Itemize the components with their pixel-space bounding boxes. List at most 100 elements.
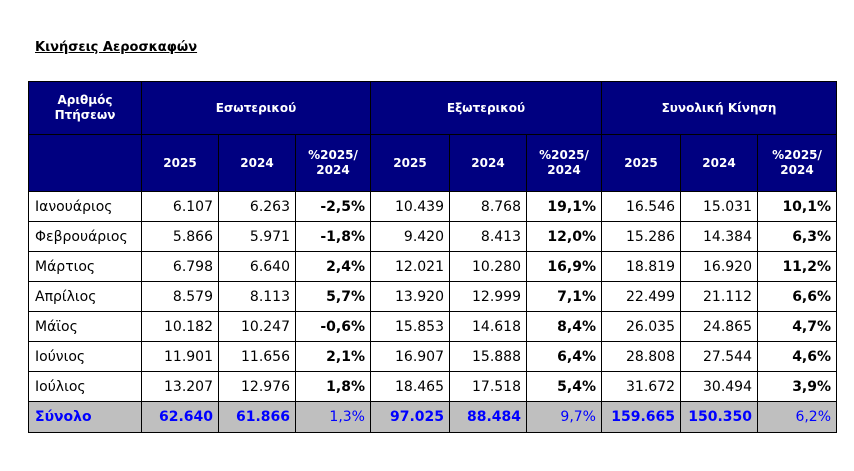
- cell-dom-pct: -1,8%: [295, 221, 371, 252]
- cell-int-2024: 12.999: [449, 281, 527, 312]
- month-cell: Μάρτιος: [28, 251, 142, 282]
- group-header-international: Εξωτερικού: [370, 81, 602, 135]
- total-cell-int-2025: 97.025: [370, 401, 450, 433]
- table-row: Ιανουάριος 6.107 6.263 -2,5% 10.439 8.768 19,1…: [28, 191, 838, 222]
- cell-int-2025: 9.420: [370, 221, 450, 252]
- table-row: Φεβρουάριος 5.866 5.971 -1,8% 9.420 8.413 12,0…: [28, 221, 838, 252]
- cell-int-pct: 8,4%: [526, 311, 602, 342]
- cell-tot-2024: 16.920: [680, 251, 758, 282]
- cell-tot-pct: 4,7%: [756, 311, 838, 342]
- cell-tot-2024: 30.494: [680, 371, 758, 402]
- table-row: Απρίλιος 8.579 8.113 5,7% 13.920 12.999 7,1% 22…: [28, 281, 838, 312]
- total-cell-dom-2024: 61.866: [218, 401, 296, 433]
- cell-tot-pct: 4,6%: [756, 341, 838, 372]
- column-header-pct: %2025/ 2024: [756, 134, 838, 192]
- cell-int-2025: 13.920: [370, 281, 450, 312]
- group-header-total: Συνολική Κίνηση: [600, 81, 838, 135]
- total-cell-tot-pct: 6,2%: [756, 401, 838, 433]
- cell-dom-2025: 13.207: [141, 371, 219, 402]
- cell-dom-2024: 6.640: [218, 251, 296, 282]
- cell-int-2025: 10.439: [370, 191, 450, 222]
- month-cell: Απρίλιος: [28, 281, 142, 312]
- header-row-columns: 2025 2024 %2025/ 2024 2025 2024 %2025/ 2…: [28, 134, 838, 192]
- total-cell-int-2024: 88.484: [449, 401, 527, 433]
- cell-int-2024: 8.413: [449, 221, 527, 252]
- flights-table: Αριθμός Πτήσεων Εσωτερικού Εξωτερικού Συ…: [28, 81, 838, 433]
- cell-dom-2025: 8.579: [141, 281, 219, 312]
- page-title: Κινήσεις Αεροσκαφών: [35, 40, 198, 55]
- cell-tot-2024: 21.112: [680, 281, 758, 312]
- cell-dom-2024: 6.263: [218, 191, 296, 222]
- total-cell-int-pct: 9,7%: [526, 401, 602, 433]
- cell-int-2024: 10.280: [449, 251, 527, 282]
- cell-tot-pct: 6,3%: [756, 221, 838, 252]
- cell-int-2024: 17.518: [449, 371, 527, 402]
- cell-tot-pct: 10,1%: [756, 191, 838, 222]
- cell-tot-pct: 3,9%: [756, 371, 838, 402]
- cell-dom-pct: 5,7%: [295, 281, 371, 312]
- cell-int-pct: 5,4%: [526, 371, 602, 402]
- month-cell: Ιούλιος: [28, 371, 142, 402]
- cell-tot-2024: 15.031: [680, 191, 758, 222]
- cell-dom-2025: 11.901: [141, 341, 219, 372]
- cell-dom-pct: 1,8%: [295, 371, 371, 402]
- table-row: Ιούνιος 11.901 11.656 2,1% 16.907 15.888 6,4% 2…: [28, 341, 838, 372]
- table-row: Ιούλιος 13.207 12.976 1,8% 18.465 17.518 5,4% 3…: [28, 371, 838, 402]
- month-cell: Φεβρουάριος: [28, 221, 142, 252]
- cell-tot-2025: 28.808: [601, 341, 681, 372]
- cell-dom-pct: 2,4%: [295, 251, 371, 282]
- column-header-2024: 2024: [680, 134, 758, 192]
- cell-tot-2025: 16.546: [601, 191, 681, 222]
- header-row-groups: Αριθμός Πτήσεων Εσωτερικού Εξωτερικού Συ…: [28, 81, 838, 135]
- cell-dom-2024: 11.656: [218, 341, 296, 372]
- column-header-2024: 2024: [218, 134, 296, 192]
- cell-dom-2024: 8.113: [218, 281, 296, 312]
- cell-int-2025: 12.021: [370, 251, 450, 282]
- cell-tot-2025: 26.035: [601, 311, 681, 342]
- cell-int-2025: 18.465: [370, 371, 450, 402]
- column-header-2024: 2024: [449, 134, 527, 192]
- cell-dom-2025: 10.182: [141, 311, 219, 342]
- cell-tot-2024: 24.865: [680, 311, 758, 342]
- cell-tot-2024: 27.544: [680, 341, 758, 372]
- cell-int-pct: 12,0%: [526, 221, 602, 252]
- cell-int-2024: 15.888: [449, 341, 527, 372]
- total-cell-dom-pct: 1,3%: [295, 401, 371, 433]
- empty-header-cell: [28, 134, 142, 192]
- cell-tot-2025: 31.672: [601, 371, 681, 402]
- table-body: Ιανουάριος 6.107 6.263 -2,5% 10.439 8.768 19,1…: [28, 191, 838, 433]
- cell-tot-2024: 14.384: [680, 221, 758, 252]
- month-cell: Ιούνιος: [28, 341, 142, 372]
- month-cell: Μάϊος: [28, 311, 142, 342]
- cell-dom-2024: 5.971: [218, 221, 296, 252]
- total-label: Σύνολο: [28, 401, 142, 433]
- cell-tot-pct: 11,2%: [756, 251, 838, 282]
- group-header-domestic: Εσωτερικού: [141, 81, 371, 135]
- cell-int-2025: 16.907: [370, 341, 450, 372]
- cell-int-2025: 15.853: [370, 311, 450, 342]
- table-row: Μάρτιος 6.798 6.640 2,4% 12.021 10.280 16,9% 18…: [28, 251, 838, 282]
- cell-dom-pct: -0,6%: [295, 311, 371, 342]
- cell-tot-2025: 18.819: [601, 251, 681, 282]
- cell-int-2024: 8.768: [449, 191, 527, 222]
- total-cell-dom-2025: 62.640: [141, 401, 219, 433]
- cell-dom-2024: 10.247: [218, 311, 296, 342]
- cell-tot-2025: 22.499: [601, 281, 681, 312]
- cell-dom-2024: 12.976: [218, 371, 296, 402]
- cell-dom-pct: 2,1%: [295, 341, 371, 372]
- column-header-pct: %2025/ 2024: [526, 134, 602, 192]
- column-header-2025: 2025: [141, 134, 219, 192]
- cell-int-2024: 14.618: [449, 311, 527, 342]
- table-row: Μάϊος 10.182 10.247 -0,6% 15.853 14.618 8,4% 26…: [28, 311, 838, 342]
- total-cell-tot-2025: 159.665: [601, 401, 681, 433]
- cell-dom-pct: -2,5%: [295, 191, 371, 222]
- cell-dom-2025: 6.107: [141, 191, 219, 222]
- cell-dom-2025: 5.866: [141, 221, 219, 252]
- column-header-pct: %2025/ 2024: [295, 134, 371, 192]
- cell-int-pct: 7,1%: [526, 281, 602, 312]
- total-cell-tot-2024: 150.350: [680, 401, 758, 433]
- column-header-2025: 2025: [370, 134, 450, 192]
- cell-int-pct: 6,4%: [526, 341, 602, 372]
- cell-int-pct: 16,9%: [526, 251, 602, 282]
- column-header-2025: 2025: [601, 134, 681, 192]
